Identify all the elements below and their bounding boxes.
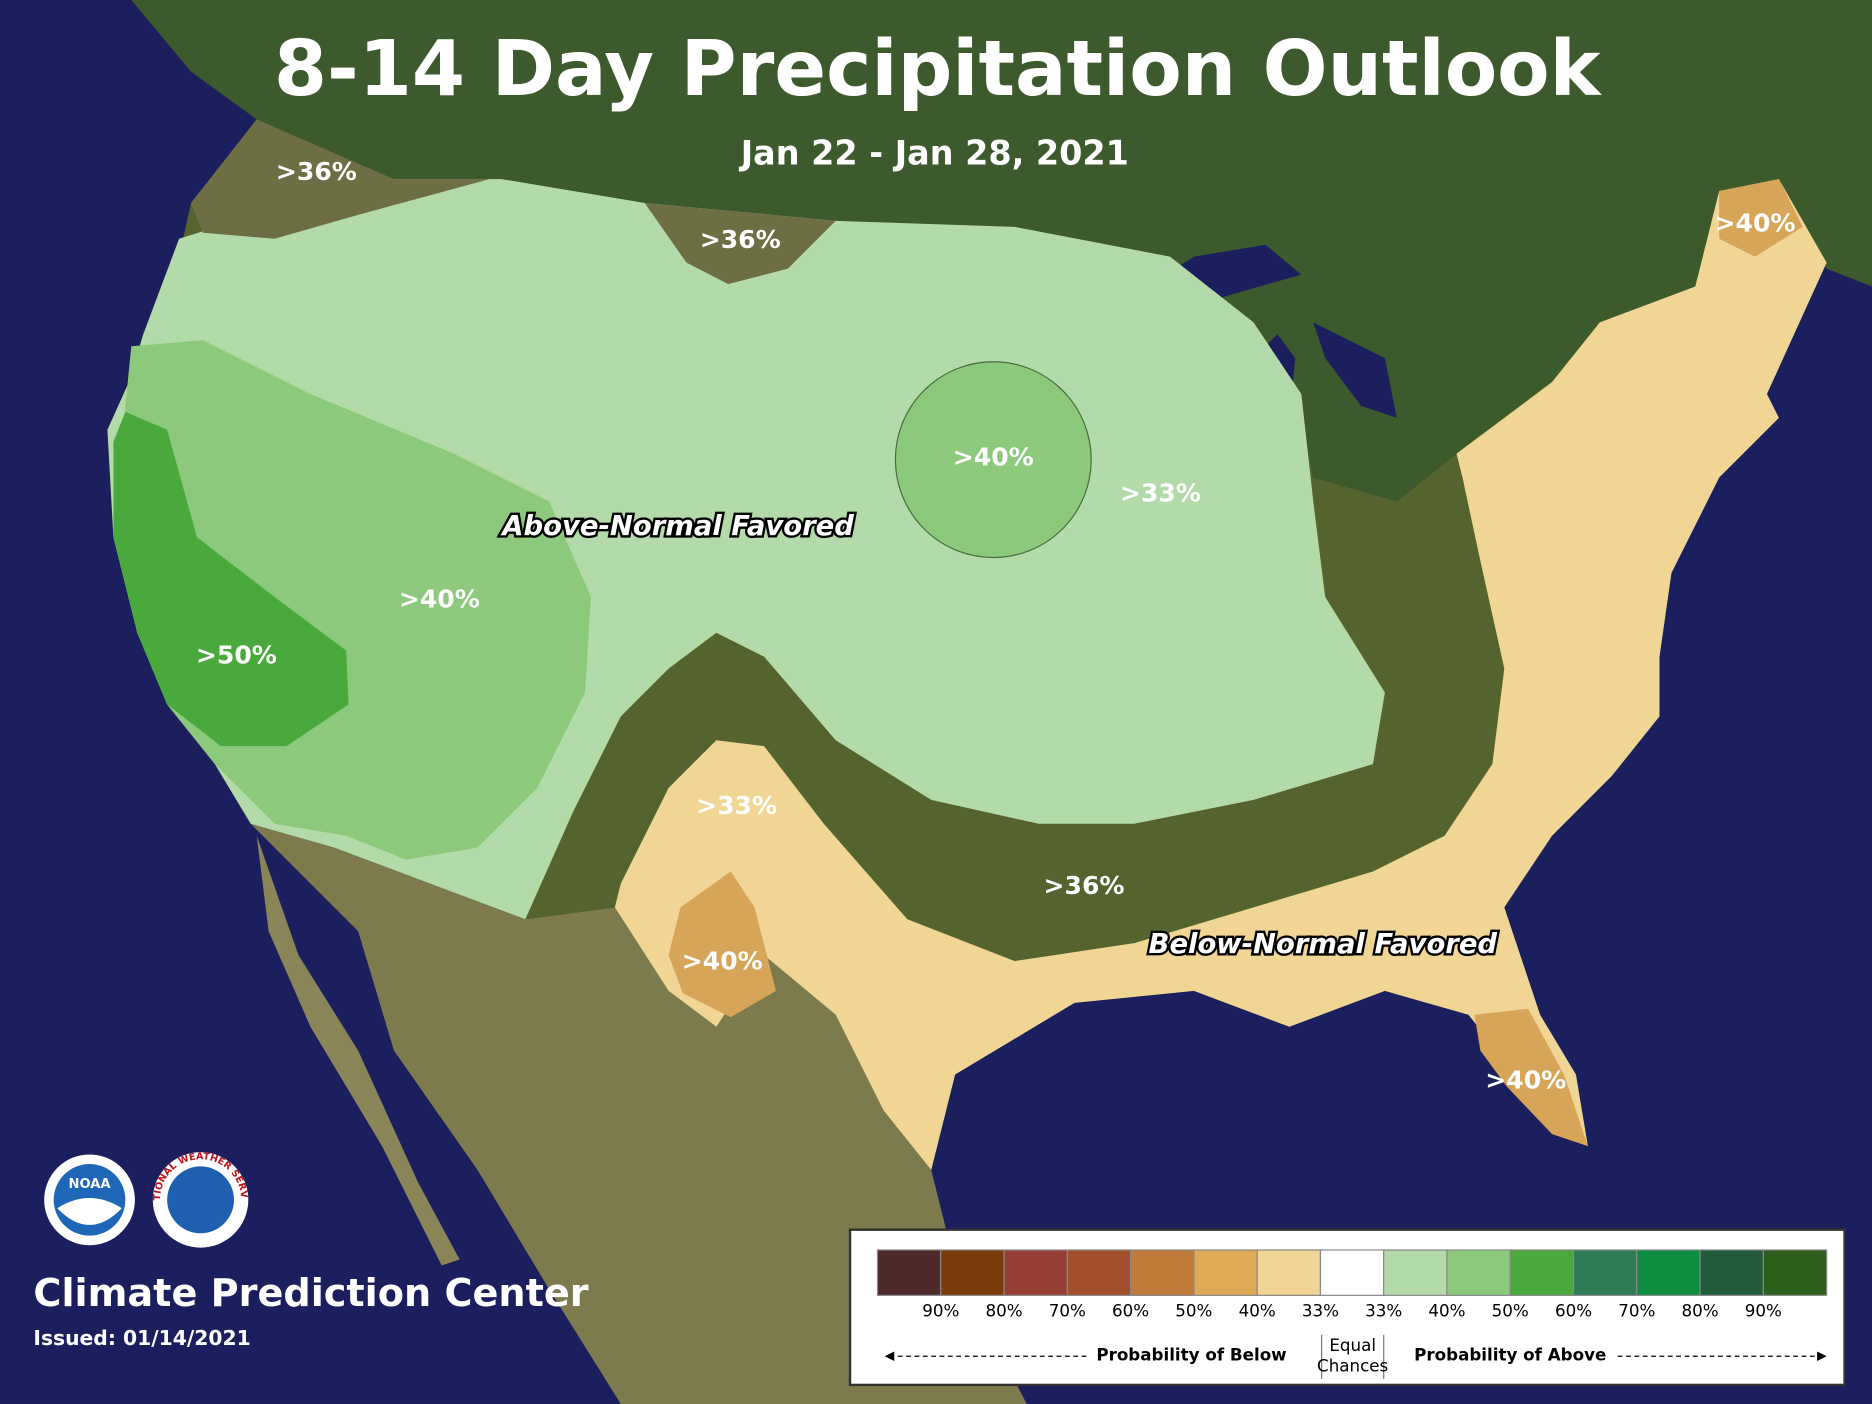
region-label: >50% xyxy=(196,641,277,670)
near-normal-wa xyxy=(191,119,490,239)
org-name: Climate Prediction Center xyxy=(33,1272,588,1316)
region-label: >36% xyxy=(1044,871,1125,900)
region-label: >33% xyxy=(1120,478,1201,507)
legend-swatch xyxy=(1699,1249,1764,1296)
legend-swatch xyxy=(1383,1249,1448,1296)
region-label: >33% xyxy=(696,791,777,820)
legend-label: 90% xyxy=(1745,1301,1782,1321)
legend-swatch xyxy=(1509,1249,1575,1296)
annotation: Below-Normal Favored xyxy=(1149,929,1498,960)
legend-swatch xyxy=(1193,1249,1258,1296)
region-label: >40% xyxy=(1715,208,1796,237)
legend-label: 70% xyxy=(1049,1301,1086,1321)
legend-swatch xyxy=(1572,1249,1638,1296)
region-label: >40% xyxy=(399,585,480,614)
legend-label: 33% xyxy=(1302,1301,1339,1321)
equal-label: Chances xyxy=(1317,1355,1388,1375)
legend-label: 60% xyxy=(1112,1301,1149,1321)
above-40-circle xyxy=(894,361,1092,559)
below-label: Probability of Below xyxy=(1096,1345,1286,1365)
legend-swatch xyxy=(1066,1249,1132,1296)
below-40-fl xyxy=(1474,1008,1588,1147)
legend-swatch xyxy=(1003,1249,1068,1296)
above-50-region xyxy=(113,411,349,747)
legend-swatch xyxy=(1446,1249,1511,1296)
below-40-me xyxy=(1719,179,1803,257)
legend-label: 80% xyxy=(985,1301,1022,1321)
legend-swatch xyxy=(876,1249,942,1296)
legend-label: 70% xyxy=(1618,1301,1655,1321)
below-33-region xyxy=(614,179,1827,1170)
legend-label: 90% xyxy=(922,1301,959,1321)
legend: Probability of Below Probability of Abov… xyxy=(848,1228,1846,1387)
region-label: >40% xyxy=(682,946,763,975)
land-north xyxy=(131,0,1872,502)
legend-swatch xyxy=(1319,1249,1385,1296)
above-label: Probability of Above xyxy=(1414,1345,1606,1365)
below-arrowhead xyxy=(884,1351,895,1362)
region-label: >40% xyxy=(953,442,1034,471)
noaa-text: NOAA xyxy=(68,1177,111,1192)
legend-swatch xyxy=(1636,1249,1701,1296)
region-label: >36% xyxy=(700,225,781,254)
legend-swatch xyxy=(1256,1249,1322,1296)
legend-swatch xyxy=(1762,1249,1828,1296)
legend-label: 33% xyxy=(1365,1301,1402,1321)
legend-label: 40% xyxy=(1239,1301,1276,1321)
nws-disc xyxy=(167,1166,234,1234)
below-40-tx xyxy=(668,871,777,1018)
title: 8-14 Day Precipitation Outlook xyxy=(274,25,1603,114)
legend-label: 40% xyxy=(1428,1301,1465,1321)
issued: Issued: 01/14/2021 xyxy=(33,1326,250,1350)
equal-label: Equal xyxy=(1329,1335,1376,1355)
land-mexico xyxy=(250,823,1027,1404)
legend-label: 50% xyxy=(1492,1301,1529,1321)
noaa-gull xyxy=(57,1198,122,1225)
legend-label: 50% xyxy=(1175,1301,1212,1321)
legend-label: 60% xyxy=(1555,1301,1592,1321)
legend-swatch xyxy=(940,1249,1005,1296)
dates: Jan 22 - Jan 28, 2021 xyxy=(739,134,1129,173)
near-normal-mt xyxy=(644,202,836,285)
above-arrowhead xyxy=(1817,1351,1827,1362)
region-label: >40% xyxy=(1485,1066,1566,1095)
region-label: >36% xyxy=(276,157,357,186)
legend-label: 80% xyxy=(1682,1301,1719,1321)
legend-swatch xyxy=(1130,1249,1195,1296)
noaa-logo: NOAA xyxy=(44,1154,135,1246)
land-baja xyxy=(256,835,460,1266)
lake-huron xyxy=(1313,322,1397,418)
annotation: Above-Normal Favored xyxy=(500,511,854,542)
